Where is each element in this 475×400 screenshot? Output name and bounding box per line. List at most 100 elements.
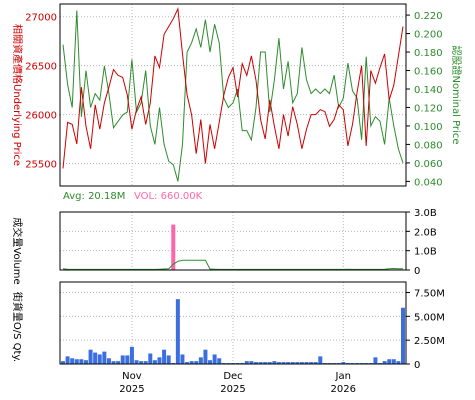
os-qty-bar [290, 362, 295, 364]
right-y-tick-label: 0.080 [414, 140, 443, 151]
panel-frame [59, 281, 407, 365]
os-qty-bar [253, 362, 258, 364]
os-qty-bar [286, 362, 291, 364]
panel-frame [59, 211, 407, 271]
os-qty-bar [157, 357, 162, 364]
os-y-tick-label: 0 [414, 360, 420, 371]
x-year-label: 2026 [331, 384, 356, 395]
os-qty-bar [263, 362, 268, 364]
volume-average-text: Avg: 20.18M [63, 191, 125, 202]
right-y-tick-label: 0.220 [414, 11, 443, 22]
os-qty-bar [166, 355, 171, 364]
os-y-tick-label: 5.00M [414, 312, 445, 323]
panel-frames [59, 3, 410, 365]
x-year-label: 2025 [220, 384, 245, 395]
os-qty-panel [61, 299, 405, 364]
os-qty-bar [139, 361, 144, 364]
os-qty-bar [125, 355, 130, 364]
os-qty-bar [120, 355, 125, 364]
x-month-label: Dec [223, 371, 242, 382]
os-y-tick-label: 7.50M [414, 288, 445, 299]
os-qty-bar [281, 362, 286, 364]
os-qty-bar [198, 357, 203, 364]
volume-y-tick-label: 3.0B [414, 208, 437, 219]
axis-text: 相關資產價格Underlying Price 認股證Nominal Price … [11, 11, 463, 395]
x-month-label: Jan [335, 371, 351, 382]
os-qty-bar [65, 356, 70, 364]
os-qty-bar [79, 359, 84, 364]
os-qty-bar [148, 353, 153, 364]
os-qty-axis-label: 街貨量O/S Qty. [11, 292, 24, 362]
right-y-tick-label: 0.100 [414, 122, 443, 133]
left-y-tick-label: 26000 [25, 111, 57, 122]
right-y-tick-label: 0.060 [414, 159, 443, 170]
volume-average-line [62, 259, 403, 270]
os-qty-bar [185, 362, 190, 364]
os-qty-bar [203, 349, 208, 364]
x-month-label: Nov [122, 371, 142, 382]
os-qty-bar [106, 358, 111, 364]
os-qty-bar [180, 354, 185, 364]
os-qty-bar [111, 361, 116, 364]
volume-y-tick-label: 2.0B [414, 227, 437, 238]
os-qty-bar [258, 362, 263, 364]
os-qty-bar [134, 360, 139, 364]
left-y-tick-label: 27000 [25, 13, 57, 24]
os-qty-bar [143, 361, 148, 364]
os-y-tick-label: 2.50M [414, 336, 445, 347]
right-y-tick-label: 0.120 [414, 103, 443, 114]
price-panel [62, 7, 404, 182]
volume-axis-label: 成交量Volume [11, 217, 24, 284]
grid-lines [60, 4, 406, 364]
volume-panel [62, 224, 403, 270]
os-qty-bar [152, 360, 157, 364]
os-qty-bar [401, 307, 405, 364]
right-y-tick-label: 0.180 [414, 48, 443, 59]
underlying-price-line [62, 7, 404, 169]
os-qty-bar [313, 362, 318, 364]
os-qty-bar [217, 358, 222, 364]
os-qty-bar [83, 360, 88, 364]
x-year-label: 2025 [119, 384, 144, 395]
os-qty-bar [267, 362, 272, 364]
os-qty-bar [208, 360, 213, 364]
os-qty-bar [162, 349, 167, 364]
os-qty-bar [129, 346, 134, 364]
os-qty-bar [175, 299, 180, 364]
right-y-tick-label: 0.160 [414, 67, 443, 78]
os-qty-bar [373, 357, 378, 364]
os-qty-bar [318, 356, 323, 364]
os-qty-bar [309, 362, 314, 364]
panel-frame [59, 3, 407, 187]
volume-value-text: VOL: 660.00K [134, 191, 203, 202]
left-axis-label: 相關資產價格Underlying Price [11, 24, 24, 166]
os-qty-bar [387, 359, 392, 364]
os-qty-bar [116, 361, 121, 364]
os-qty-bar [249, 361, 254, 364]
right-axis-label: 認股證Nominal Price [450, 46, 463, 145]
right-y-tick-label: 0.140 [414, 85, 443, 96]
os-qty-bar [299, 362, 304, 364]
os-qty-bar [396, 361, 401, 364]
os-qty-bar [272, 361, 277, 364]
volume-y-tick-label: 1.0B [414, 247, 437, 258]
os-qty-bar [382, 361, 387, 364]
os-qty-bar [97, 354, 102, 364]
os-qty-bar [341, 362, 346, 364]
right-y-tick-label: 0.040 [414, 177, 443, 188]
os-qty-bar [102, 351, 107, 364]
os-qty-bar [93, 352, 98, 364]
os-qty-bar [304, 362, 309, 364]
left-y-tick-label: 26500 [25, 62, 57, 73]
volume-bar [171, 224, 176, 270]
os-qty-bar [244, 361, 249, 364]
os-qty-bar [189, 361, 194, 364]
os-qty-bar [194, 361, 199, 364]
left-y-tick-label: 25500 [25, 159, 57, 170]
os-qty-bar [88, 349, 93, 364]
os-qty-bar [295, 362, 300, 364]
warrant-price-line [62, 10, 404, 182]
right-y-tick-label: 0.200 [414, 30, 443, 41]
volume-y-tick-label: 0 [414, 266, 420, 277]
